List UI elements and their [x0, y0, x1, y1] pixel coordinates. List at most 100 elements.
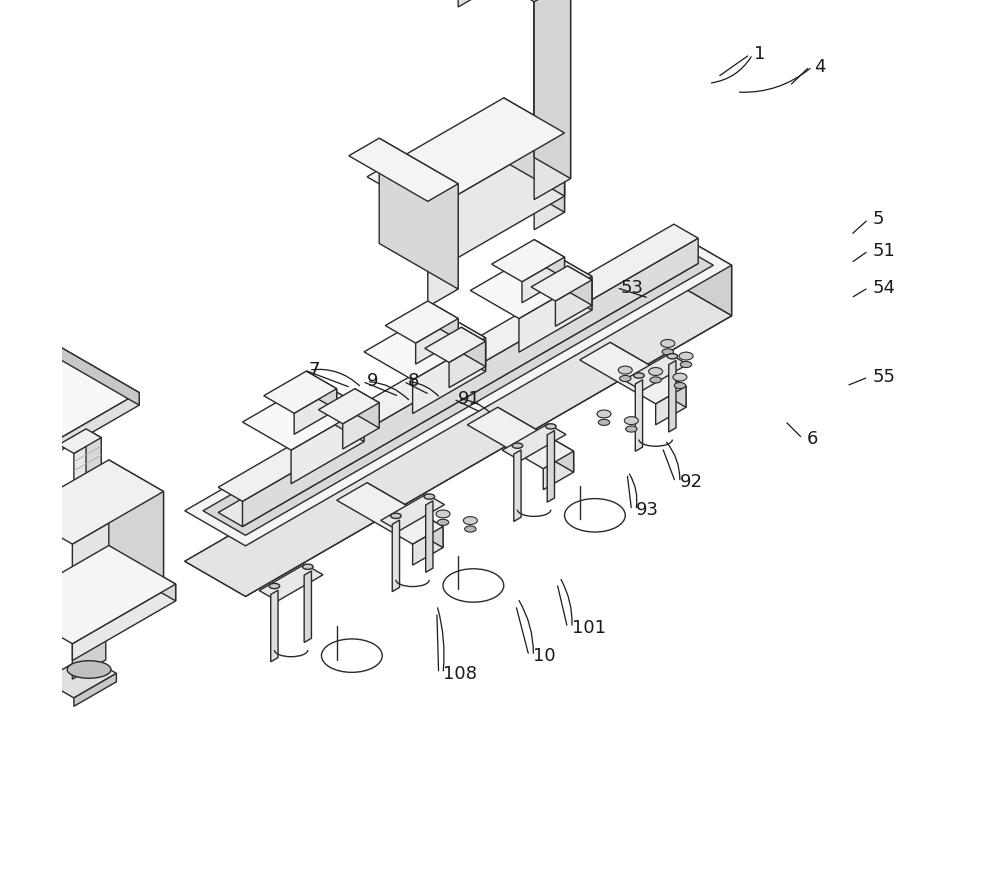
Ellipse shape [626, 426, 637, 432]
Ellipse shape [437, 519, 449, 525]
Polygon shape [547, 431, 554, 503]
Polygon shape [458, 0, 580, 7]
Polygon shape [555, 280, 592, 326]
Ellipse shape [634, 373, 644, 378]
Ellipse shape [679, 352, 693, 360]
Ellipse shape [15, 290, 39, 299]
Ellipse shape [624, 417, 638, 424]
Polygon shape [86, 429, 101, 585]
Polygon shape [534, 0, 571, 179]
Polygon shape [18, 393, 139, 475]
Polygon shape [428, 301, 458, 339]
Ellipse shape [662, 349, 674, 355]
Polygon shape [580, 342, 686, 403]
Polygon shape [343, 403, 379, 449]
Polygon shape [413, 526, 443, 565]
Polygon shape [367, 98, 565, 212]
Polygon shape [534, 0, 565, 212]
Polygon shape [385, 301, 458, 343]
Ellipse shape [269, 583, 280, 588]
Ellipse shape [0, 362, 2, 370]
Polygon shape [671, 230, 732, 316]
Polygon shape [43, 656, 116, 698]
Ellipse shape [661, 339, 675, 347]
Polygon shape [531, 266, 592, 301]
Text: 54: 54 [873, 279, 896, 296]
Polygon shape [522, 257, 565, 303]
Ellipse shape [391, 513, 401, 518]
Text: 4: 4 [814, 58, 825, 75]
Polygon shape [381, 494, 445, 531]
Polygon shape [543, 248, 592, 310]
Polygon shape [318, 389, 379, 424]
Text: 7: 7 [309, 361, 320, 379]
Ellipse shape [649, 367, 663, 375]
Polygon shape [470, 248, 592, 318]
Polygon shape [291, 408, 364, 484]
Text: 1: 1 [754, 46, 766, 63]
Text: 51: 51 [873, 242, 896, 260]
Polygon shape [543, 451, 574, 489]
Polygon shape [203, 240, 713, 535]
Polygon shape [72, 584, 176, 660]
Polygon shape [74, 674, 116, 706]
Text: 55: 55 [873, 368, 896, 386]
Polygon shape [367, 482, 443, 547]
Polygon shape [498, 0, 571, 2]
Ellipse shape [673, 374, 687, 381]
Text: 9: 9 [367, 373, 378, 390]
Polygon shape [0, 323, 139, 463]
Polygon shape [461, 327, 486, 367]
Ellipse shape [597, 410, 611, 418]
Polygon shape [349, 139, 458, 202]
Polygon shape [20, 291, 33, 391]
Polygon shape [264, 371, 337, 413]
Polygon shape [271, 590, 278, 662]
Ellipse shape [620, 375, 631, 381]
Polygon shape [315, 380, 364, 442]
Polygon shape [514, 450, 521, 522]
Polygon shape [6, 545, 176, 644]
Polygon shape [426, 501, 433, 573]
Polygon shape [534, 0, 571, 200]
Polygon shape [18, 460, 163, 544]
Polygon shape [624, 353, 688, 390]
Polygon shape [379, 139, 458, 289]
Polygon shape [218, 249, 698, 526]
Polygon shape [259, 564, 323, 601]
Polygon shape [337, 482, 443, 544]
Polygon shape [355, 389, 379, 428]
Polygon shape [656, 386, 686, 424]
Ellipse shape [67, 660, 111, 678]
Polygon shape [185, 281, 732, 596]
Text: 53: 53 [621, 279, 644, 296]
Polygon shape [72, 584, 106, 679]
Ellipse shape [15, 383, 39, 391]
Polygon shape [18, 323, 139, 405]
Ellipse shape [650, 377, 661, 383]
Polygon shape [185, 281, 732, 596]
Polygon shape [416, 318, 458, 364]
Polygon shape [467, 407, 574, 468]
Ellipse shape [436, 510, 450, 517]
Ellipse shape [674, 382, 686, 389]
Polygon shape [449, 341, 486, 388]
Polygon shape [437, 310, 486, 372]
Ellipse shape [424, 494, 435, 499]
Text: 91: 91 [458, 390, 481, 408]
Polygon shape [413, 338, 486, 414]
Polygon shape [218, 225, 698, 502]
Polygon shape [534, 0, 565, 230]
Ellipse shape [546, 424, 556, 429]
Ellipse shape [667, 353, 678, 359]
Polygon shape [242, 380, 364, 450]
Polygon shape [185, 230, 732, 545]
Polygon shape [502, 424, 566, 460]
Polygon shape [304, 571, 311, 643]
Polygon shape [610, 342, 686, 407]
Ellipse shape [680, 361, 692, 367]
Text: 5: 5 [873, 210, 884, 228]
Ellipse shape [465, 526, 476, 532]
Ellipse shape [0, 269, 2, 278]
Text: 108: 108 [443, 665, 477, 682]
